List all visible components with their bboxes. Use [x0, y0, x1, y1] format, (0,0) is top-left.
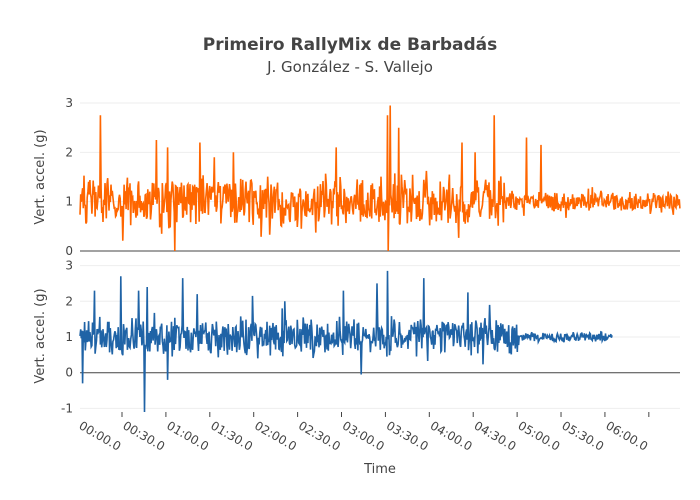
y-tick-label-top-2: 2 [65, 145, 73, 159]
y-tick-label-bottom-2: 1 [65, 330, 73, 344]
y-ticks-top: 0 1 2 3 [65, 96, 73, 258]
x-tick-label-1: 00:30.0 [120, 418, 167, 453]
y-axis-label-top: Vert. accel. (g) [33, 129, 48, 224]
y-axis-label-bottom: Vert. accel. (g) [33, 288, 48, 383]
y-tick-label-bottom-4: 3 [65, 259, 73, 273]
x-tick-label-11: 05:30.0 [559, 418, 606, 453]
x-tick-label-0: 00:00.0 [77, 418, 124, 453]
x-tick-label-3: 01:30.0 [208, 418, 255, 453]
x-tick-label-10: 05:00.0 [516, 418, 563, 453]
panel-bottom: -1 0 1 2 3 Vert. accel. (g) [33, 259, 680, 416]
y-tick-label-top-3: 3 [65, 96, 73, 110]
x-ticks: 00:00.000:30.001:00.001:30.002:00.002:30… [77, 412, 650, 454]
series-line-bottom [79, 270, 613, 413]
y-ticks-bottom: -1 0 1 2 3 [61, 259, 73, 416]
x-tick-label-5: 02:30.0 [296, 418, 343, 453]
chart-title: Primeiro RallyMix de Barbadás [203, 35, 497, 55]
panel-top: 0 1 2 3 Vert. accel. (g) [33, 96, 681, 258]
y-tick-label-bottom-1: 0 [65, 366, 73, 380]
x-tick-label-9: 04:30.0 [472, 418, 519, 453]
y-tick-label-top-1: 1 [65, 195, 73, 209]
x-tick-label-2: 01:00.0 [164, 418, 211, 453]
y-tick-label-bottom-3: 2 [65, 294, 73, 308]
x-tick-label-8: 04:00.0 [428, 418, 475, 453]
x-tick-label-6: 03:00.0 [340, 418, 387, 453]
x-tick-label-7: 03:30.0 [384, 418, 431, 453]
grid-top [80, 102, 680, 252]
y-tick-label-top-0: 0 [65, 244, 73, 258]
y-tick-label-bottom-0: -1 [61, 401, 73, 415]
x-tick-label-4: 02:00.0 [252, 418, 299, 453]
chart-subtitle: J. González - S. Vallejo [266, 58, 433, 76]
x-tick-label-12: 06:00.0 [603, 418, 650, 453]
x-axis-label: Time [363, 462, 396, 477]
series-line-top [79, 105, 681, 252]
